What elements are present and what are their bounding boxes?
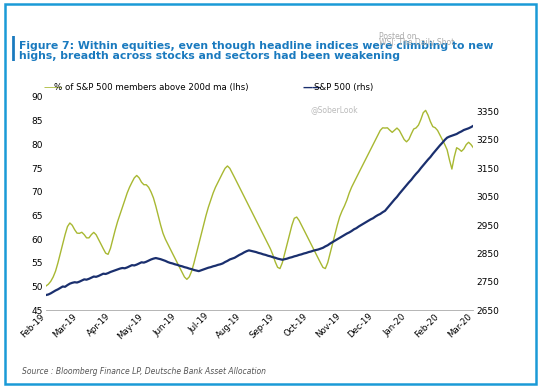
Text: ——: —— bbox=[303, 82, 322, 92]
Text: highs, breadth across stocks and sectors had been weakening: highs, breadth across stocks and sectors… bbox=[19, 51, 400, 61]
Text: ——: —— bbox=[43, 82, 63, 92]
Text: WSJ: The Daily Shot: WSJ: The Daily Shot bbox=[379, 38, 454, 47]
Text: |: | bbox=[9, 36, 18, 61]
Text: @SoberLook: @SoberLook bbox=[311, 106, 359, 114]
Text: Source : Bloomberg Finance LP, Deutsche Bank Asset Allocation: Source : Bloomberg Finance LP, Deutsche … bbox=[22, 367, 266, 376]
Text: Posted on: Posted on bbox=[379, 32, 416, 41]
Text: Figure 7: Within equities, even though headline indices were climbing to new: Figure 7: Within equities, even though h… bbox=[19, 41, 493, 51]
Text: % of S&P 500 members above 200d ma (lhs): % of S&P 500 members above 200d ma (lhs) bbox=[54, 83, 249, 92]
Text: S&P 500 (rhs): S&P 500 (rhs) bbox=[314, 83, 373, 92]
